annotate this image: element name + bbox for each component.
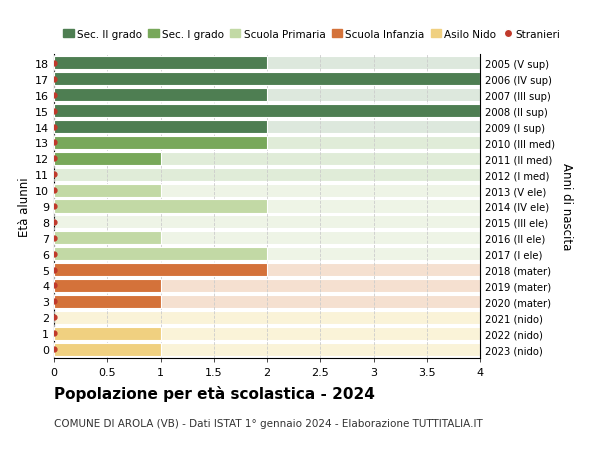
Bar: [54, 57, 267, 70]
Bar: [54, 184, 161, 197]
Text: COMUNE DI AROLA (VB) - Dati ISTAT 1° gennaio 2024 - Elaborazione TUTTITALIA.IT: COMUNE DI AROLA (VB) - Dati ISTAT 1° gen…: [54, 418, 483, 428]
Bar: [54, 247, 267, 261]
Bar: [54, 295, 161, 308]
Y-axis label: Età alunni: Età alunni: [18, 177, 31, 236]
Bar: [54, 263, 267, 276]
Bar: [54, 263, 480, 276]
Bar: [54, 137, 267, 150]
Bar: [54, 184, 480, 197]
Bar: [54, 105, 480, 118]
Text: Popolazione per età scolastica - 2024: Popolazione per età scolastica - 2024: [54, 386, 375, 402]
Bar: [54, 232, 480, 245]
Bar: [54, 73, 480, 86]
Bar: [54, 57, 480, 70]
Bar: [54, 89, 267, 102]
Bar: [54, 327, 480, 340]
Bar: [54, 343, 161, 356]
Bar: [54, 343, 480, 356]
Bar: [54, 200, 480, 213]
Legend: Sec. II grado, Sec. I grado, Scuola Primaria, Scuola Infanzia, Asilo Nido, Stran: Sec. II grado, Sec. I grado, Scuola Prim…: [59, 26, 565, 44]
Bar: [54, 121, 267, 134]
Bar: [54, 168, 480, 181]
Bar: [54, 121, 480, 134]
Bar: [54, 280, 480, 292]
Bar: [54, 152, 161, 166]
Bar: [54, 105, 480, 118]
Bar: [54, 89, 480, 102]
Bar: [54, 200, 267, 213]
Bar: [54, 327, 161, 340]
Bar: [54, 137, 480, 150]
Bar: [54, 216, 480, 229]
Bar: [54, 295, 480, 308]
Bar: [54, 280, 161, 292]
Bar: [54, 152, 480, 166]
Bar: [54, 311, 480, 324]
Bar: [54, 73, 480, 86]
Y-axis label: Anni di nascita: Anni di nascita: [560, 163, 574, 250]
Bar: [54, 232, 161, 245]
Bar: [54, 247, 480, 261]
